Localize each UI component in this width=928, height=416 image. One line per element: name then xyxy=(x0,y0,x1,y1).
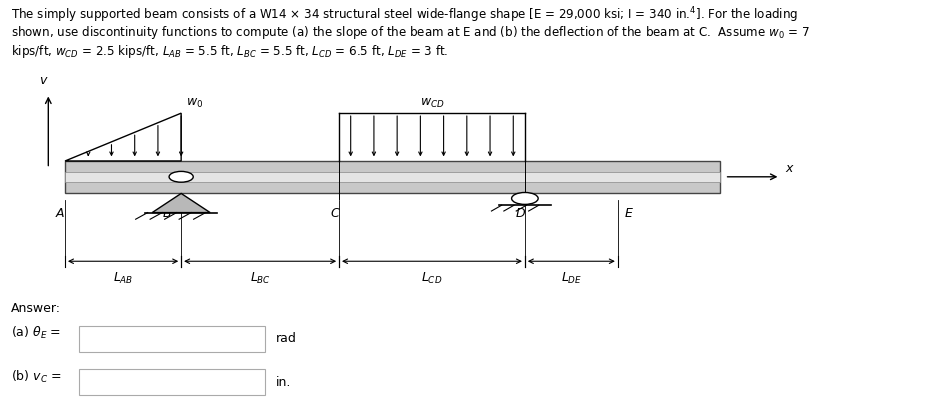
FancyBboxPatch shape xyxy=(79,326,264,352)
Text: (b) $v_C$ =: (b) $v_C$ = xyxy=(11,369,62,384)
Text: $L_{BC}$: $L_{BC}$ xyxy=(250,270,270,285)
Circle shape xyxy=(511,193,537,204)
Text: C: C xyxy=(329,207,339,220)
Text: v: v xyxy=(39,74,46,87)
Text: $L_{AB}$: $L_{AB}$ xyxy=(113,270,133,285)
Text: E: E xyxy=(625,207,632,220)
Text: rad: rad xyxy=(276,332,296,345)
Circle shape xyxy=(169,171,193,182)
Text: kips/ft, $w_{CD}$ = 2.5 kips/ft, $L_{AB}$ = 5.5 ft, $L_{BC}$ = 5.5 ft, $L_{CD}$ : kips/ft, $w_{CD}$ = 2.5 kips/ft, $L_{AB}… xyxy=(11,43,448,60)
Text: The simply supported beam consists of a W14 $\times$ 34 structural steel wide-fl: The simply supported beam consists of a … xyxy=(11,5,797,25)
Text: Answer:: Answer: xyxy=(11,302,61,314)
Bar xyxy=(65,172,719,181)
Text: A: A xyxy=(56,207,65,220)
Text: $L_{CD}$: $L_{CD}$ xyxy=(420,270,443,285)
Text: in.: in. xyxy=(276,376,291,389)
Text: $L_{DE}$: $L_{DE}$ xyxy=(561,270,581,285)
Bar xyxy=(65,161,719,193)
Text: shown, use discontinuity functions to compute (a) the slope of the beam at E and: shown, use discontinuity functions to co… xyxy=(11,24,809,41)
Polygon shape xyxy=(152,193,210,213)
Text: B: B xyxy=(162,207,172,220)
Text: x: x xyxy=(784,162,792,175)
FancyBboxPatch shape xyxy=(79,369,264,395)
Text: $w_0$: $w_0$ xyxy=(186,97,203,110)
Text: D: D xyxy=(515,207,524,220)
Text: $w_{CD}$: $w_{CD}$ xyxy=(419,97,444,110)
Text: (a) $\theta_E$ =: (a) $\theta_E$ = xyxy=(11,325,61,341)
